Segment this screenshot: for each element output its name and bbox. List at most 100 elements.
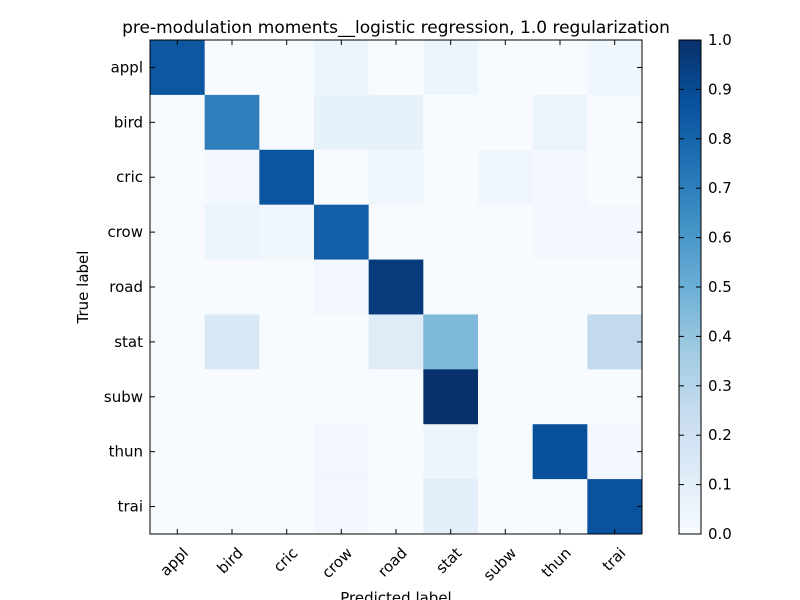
heatmap-cell-subw-subw: [478, 369, 534, 425]
heatmap-cell-appl-trai: [587, 40, 643, 96]
y-tick-label-subw: subw: [104, 388, 143, 406]
heatmap-cell-thun-road: [368, 424, 424, 480]
colorbar-tick-label: 1.0: [708, 31, 732, 49]
heatmap-cell-stat-subw: [478, 314, 534, 370]
heatmap-cell-cric-crow: [314, 149, 370, 206]
heatmap-cell-crow-appl: [150, 204, 206, 261]
heatmap-cell-trai-cric: [259, 479, 315, 535]
y-tick-label-trai: trai: [118, 498, 143, 516]
heatmap-cell-trai-subw: [478, 479, 534, 535]
heatmap-cell-cric-road: [368, 149, 424, 206]
heatmap-cell-crow-road: [368, 204, 424, 261]
heatmap-cell-bird-crow: [314, 94, 370, 151]
heatmap-cell-bird-trai: [587, 94, 643, 151]
y-tick-label-crow: crow: [107, 223, 143, 241]
heatmap-cell-stat-bird: [204, 314, 260, 370]
heatmap-cells: [150, 40, 643, 535]
heatmap-cell-thun-crow: [314, 424, 370, 480]
heatmap-cell-crow-crow: [314, 204, 370, 261]
colorbar-tick-label: 0.5: [708, 278, 732, 296]
heatmap-cell-subw-appl: [150, 369, 206, 425]
heatmap-cell-crow-trai: [587, 204, 643, 261]
heatmap-cell-thun-subw: [478, 424, 534, 480]
heatmap-cell-appl-crow: [314, 40, 370, 96]
heatmap-cell-subw-stat: [423, 369, 479, 425]
heatmap-cell-subw-road: [368, 369, 424, 425]
heatmap-cell-crow-stat: [423, 204, 479, 261]
heatmap-cell-subw-thun: [532, 369, 588, 425]
x-tick-label-road: road: [374, 544, 411, 581]
heatmap-cell-stat-appl: [150, 314, 206, 370]
x-tick-label-thun: thun: [538, 544, 575, 581]
x-tick-label-trai: trai: [599, 544, 630, 575]
heatmap-cell-cric-bird: [204, 149, 260, 206]
heatmap-cell-subw-trai: [587, 369, 643, 425]
heatmap-cell-bird-thun: [532, 94, 588, 151]
heatmap-cell-road-cric: [259, 259, 315, 315]
x-tick-label-appl: appl: [156, 544, 192, 580]
heatmap-cell-trai-road: [368, 479, 424, 535]
heatmap-cell-cric-trai: [587, 149, 643, 206]
y-axis-label: True label: [74, 251, 92, 325]
x-tick-label-bird: bird: [213, 544, 246, 577]
heatmap-cell-cric-appl: [150, 149, 206, 206]
heatmap-cell-bird-stat: [423, 94, 479, 151]
heatmap-cell-road-bird: [204, 259, 260, 315]
colorbar-tick-label: 0.1: [708, 476, 732, 494]
heatmap-cell-appl-road: [368, 40, 424, 96]
colorbar-tick-label: 0.4: [708, 327, 732, 345]
heatmap-cell-road-crow: [314, 259, 370, 315]
y-tick-label-stat: stat: [114, 333, 143, 351]
colorbar-tick-label: 0.9: [708, 80, 732, 98]
heatmap-cell-crow-subw: [478, 204, 534, 261]
heatmap-cell-road-appl: [150, 259, 206, 315]
heatmap-cell-bird-bird: [204, 94, 260, 151]
heatmap-cell-trai-appl: [150, 479, 206, 535]
colorbar-tick-label: 0.7: [708, 179, 732, 197]
heatmap-cell-appl-stat: [423, 40, 479, 96]
heatmap-cell-appl-bird: [204, 40, 260, 96]
heatmap-cell-bird-road: [368, 94, 424, 151]
heatmap-cell-road-subw: [478, 259, 534, 315]
heatmap-cell-cric-cric: [259, 149, 315, 206]
heatmap-cell-thun-cric: [259, 424, 315, 480]
colorbar-tick-label: 0.2: [708, 426, 732, 444]
colorbar-tick-label: 0.6: [708, 229, 732, 247]
chart-title: pre-modulation moments__logistic regress…: [122, 18, 670, 38]
heatmap-cell-appl-cric: [259, 40, 315, 96]
heatmap-cell-thun-thun: [532, 424, 588, 480]
heatmap-cell-stat-road: [368, 314, 424, 370]
heatmap-cell-crow-bird: [204, 204, 260, 261]
y-tick-label-bird: bird: [114, 113, 143, 131]
heatmap-cell-appl-thun: [532, 40, 588, 96]
y-tick-label-thun: thun: [109, 443, 143, 461]
y-tick-label-road: road: [109, 278, 143, 296]
heatmap-cell-subw-bird: [204, 369, 260, 425]
heatmap-cell-crow-cric: [259, 204, 315, 261]
heatmap-cell-cric-thun: [532, 149, 588, 206]
heatmap-cell-road-trai: [587, 259, 643, 315]
x-axis-label: Predicted label: [340, 589, 451, 600]
heatmap-cell-trai-trai: [587, 479, 643, 535]
colorbar-ticks: 0.0 0.1 0.2 0.3 0.4 0.5 0.6 0.7 0.8 0.9 1.0: [679, 31, 732, 543]
heatmap-cell-stat-crow: [314, 314, 370, 370]
heatmap-cell-road-road: [368, 259, 424, 315]
x-tick-label-cric: cric: [270, 544, 302, 576]
colorbar-tick-label: 0.8: [708, 130, 732, 148]
heatmap-cell-thun-trai: [587, 424, 643, 480]
heatmap-cell-crow-thun: [532, 204, 588, 261]
heatmap-cell-cric-stat: [423, 149, 479, 206]
colorbar-tick-label: 0.0: [708, 525, 732, 543]
heatmap-cell-appl-appl: [150, 40, 206, 96]
heatmap-cell-stat-trai: [587, 314, 643, 370]
x-tick-label-stat: stat: [432, 544, 465, 577]
x-tick-label-subw: subw: [480, 544, 520, 584]
heatmap-cell-thun-bird: [204, 424, 260, 480]
x-tick-label-crow: crow: [318, 544, 356, 582]
heatmap-cell-subw-crow: [314, 369, 370, 425]
y-tick-label-cric: cric: [116, 168, 143, 186]
y-tick-label-appl: appl: [111, 58, 143, 76]
heatmap-cell-trai-bird: [204, 479, 260, 535]
heatmap-cell-thun-stat: [423, 424, 479, 480]
